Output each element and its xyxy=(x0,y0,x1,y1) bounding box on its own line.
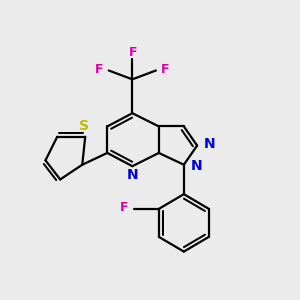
Text: F: F xyxy=(120,201,129,214)
Text: F: F xyxy=(129,46,137,59)
Text: N: N xyxy=(204,137,215,151)
Text: N: N xyxy=(127,168,138,182)
Text: N: N xyxy=(190,159,202,173)
Text: F: F xyxy=(95,62,103,76)
Text: F: F xyxy=(161,62,170,76)
Text: S: S xyxy=(79,119,89,134)
